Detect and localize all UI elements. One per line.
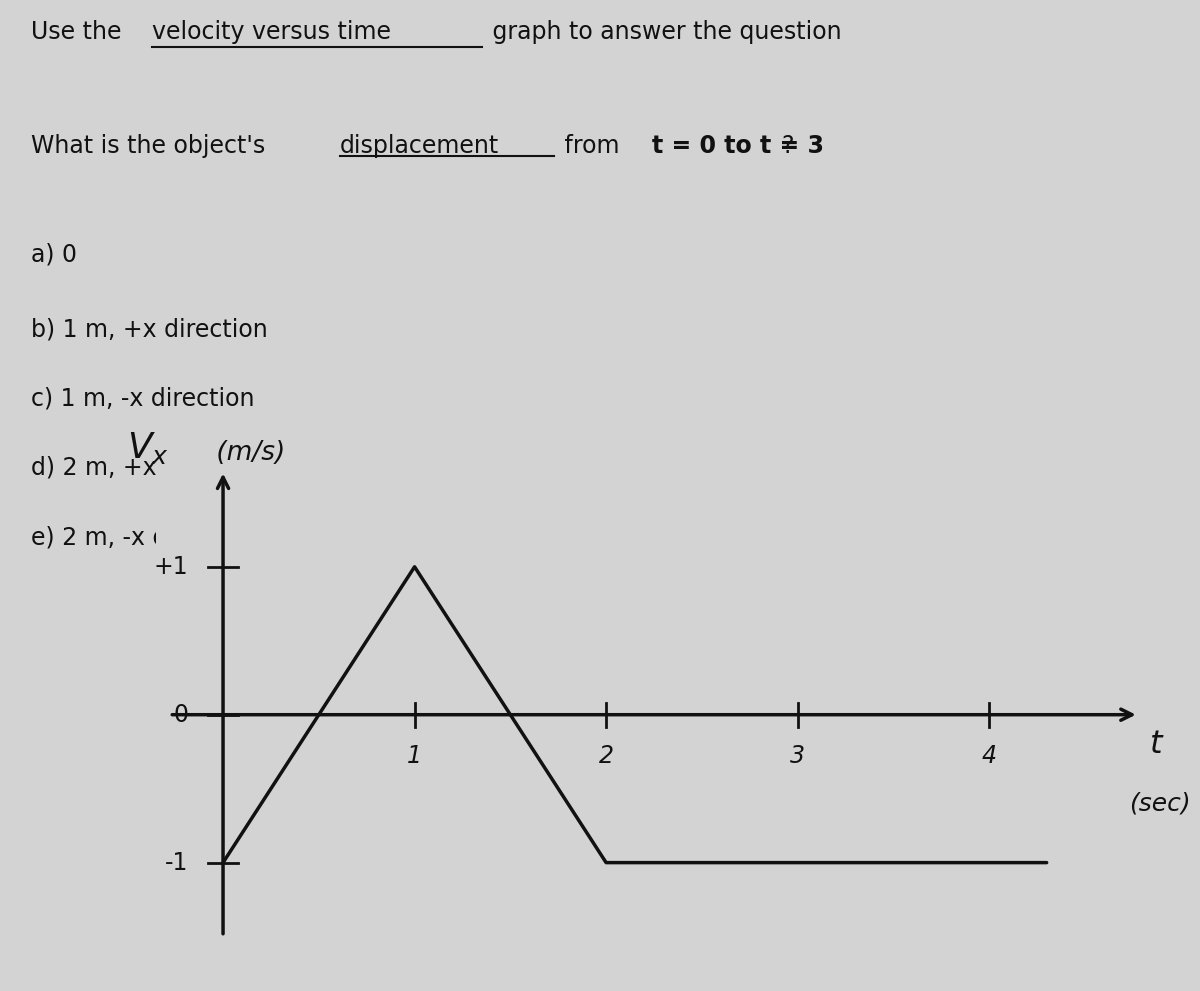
Text: 1: 1 — [407, 744, 422, 768]
Text: -1: -1 — [166, 850, 188, 875]
Text: ?: ? — [781, 134, 794, 158]
Text: 4: 4 — [982, 744, 997, 768]
Text: d) 2 m, +x direction: d) 2 m, +x direction — [31, 456, 268, 480]
Text: (sec): (sec) — [1129, 792, 1190, 816]
Text: Use the: Use the — [31, 20, 130, 44]
Text: 2: 2 — [599, 744, 613, 768]
Text: (m/s): (m/s) — [208, 440, 284, 466]
Text: displacement: displacement — [340, 134, 499, 158]
Text: t: t — [1150, 729, 1163, 760]
Text: 3: 3 — [790, 744, 805, 768]
Text: from: from — [557, 134, 626, 158]
Text: 0: 0 — [174, 703, 188, 726]
Text: What is the object's: What is the object's — [31, 134, 272, 158]
Text: +1: +1 — [154, 555, 188, 579]
Text: graph to answer the question: graph to answer the question — [485, 20, 841, 44]
Text: b) 1 m, +x direction: b) 1 m, +x direction — [31, 317, 268, 341]
Text: t = 0 to t = 3: t = 0 to t = 3 — [652, 134, 824, 158]
Text: a) 0: a) 0 — [31, 243, 77, 267]
Text: c) 1 m, -x direction: c) 1 m, -x direction — [31, 386, 254, 410]
Text: velocity versus time: velocity versus time — [152, 20, 391, 44]
Text: e) 2 m, -x direction: e) 2 m, -x direction — [31, 525, 257, 549]
Text: $V_x$: $V_x$ — [127, 430, 169, 466]
